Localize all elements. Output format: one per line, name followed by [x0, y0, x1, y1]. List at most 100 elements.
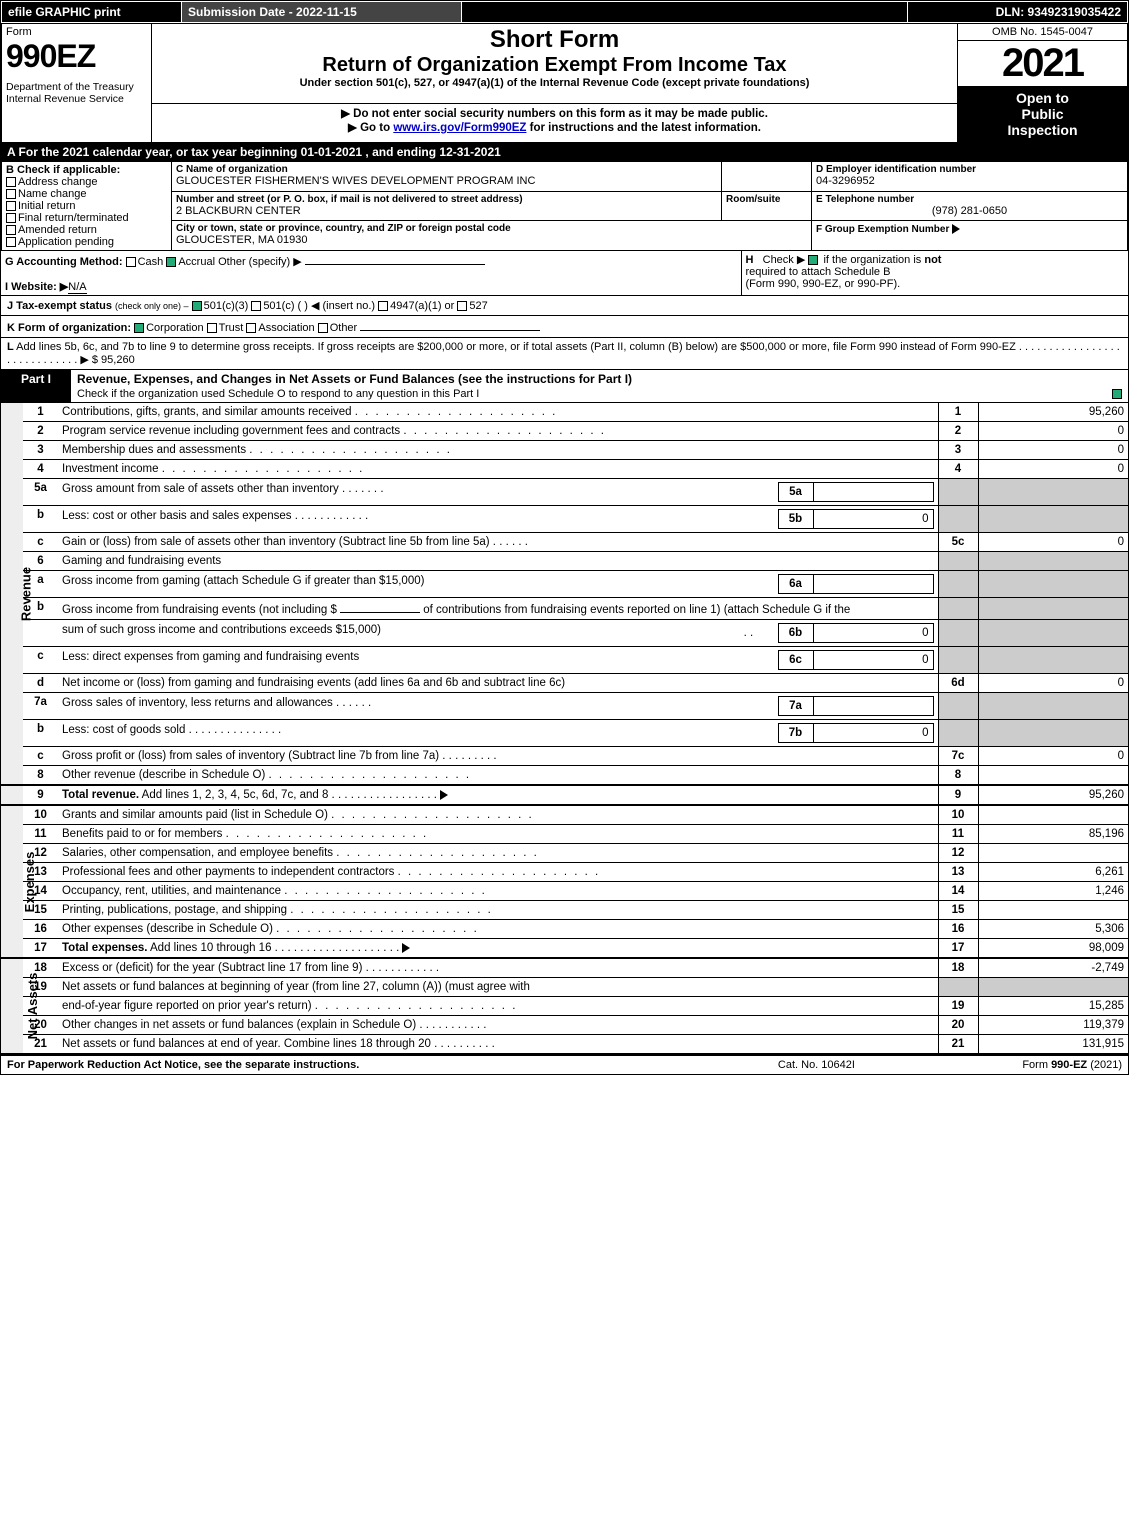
chk-accrual[interactable]: [166, 257, 176, 267]
ln-2-desc: Program service revenue including govern…: [58, 422, 938, 441]
line-j-sub: (check only one) –: [115, 301, 189, 311]
ln-19-amt-shade: [978, 978, 1128, 997]
ln-21-box: 21: [938, 1035, 978, 1054]
box-c-street: Number and street (or P. O. box, if mail…: [172, 191, 722, 221]
line-l-value: 95,260: [98, 354, 135, 366]
sidebar-expenses: Expenses: [1, 805, 23, 958]
ln-12-desc: Salaries, other compensation, and employ…: [58, 844, 938, 863]
ln-6b-desc-row1: Gross income from fundraising events (no…: [58, 598, 938, 620]
sidebar-revenue: Revenue: [1, 403, 23, 786]
line-h-not: not: [924, 254, 941, 266]
chk-address-change[interactable]: Address change: [6, 176, 167, 188]
ln-11-no: 11: [23, 825, 58, 844]
ln-1-amt: 95,260: [978, 403, 1128, 422]
ln-6c-desc: Less: direct expenses from gaming and fu…: [62, 651, 778, 670]
chk-4947[interactable]: [378, 301, 388, 311]
other-org-input[interactable]: [360, 319, 540, 331]
o-527: 527: [469, 300, 487, 312]
ln-5c-box: 5c: [938, 533, 978, 552]
dln-label: DLN: 93492319035422: [908, 2, 1128, 23]
ln-19-desc1: Net assets or fund balances at beginning…: [58, 978, 938, 997]
ln-19-desc2: end-of-year figure reported on prior yea…: [58, 997, 938, 1016]
ln-7b-iamt: 0: [813, 724, 933, 743]
inspect-l2: Public: [962, 106, 1123, 122]
ln-7c-no: c: [23, 747, 58, 766]
top-bar: efile GRAPHIC print Submission Date - 20…: [1, 1, 1128, 23]
ln-7b-box-shade: [938, 720, 978, 747]
irs-link[interactable]: www.irs.gov/Form990EZ: [393, 122, 526, 134]
ln-5a-desc: Gross amount from sale of assets other t…: [62, 483, 778, 502]
ln-6c-box-shade: [938, 647, 978, 674]
ln-6d-box: 6d: [938, 674, 978, 693]
ln-16-amt: 5,306: [978, 920, 1128, 939]
footer: For Paperwork Reduction Act Notice, see …: [1, 1054, 1128, 1074]
chk-name-change[interactable]: Name change: [6, 188, 167, 200]
ln-6a-desc: Gross income from gaming (attach Schedul…: [62, 575, 778, 594]
ln-17-desc: Total expenses. Add lines 10 through 16 …: [58, 939, 938, 959]
ln-7b-row: Less: cost of goods sold . . . . . . . .…: [58, 720, 938, 747]
arrow-icon: [402, 943, 410, 953]
bullet-goto-post: for instructions and the latest informat…: [526, 122, 761, 134]
efile-print-label[interactable]: efile GRAPHIC print: [2, 2, 182, 23]
ln-5b-desc: Less: cost or other basis and sales expe…: [62, 510, 778, 529]
line-i-label: I Website: ▶: [5, 281, 68, 293]
chk-final-return[interactable]: Final return/terminated: [6, 212, 167, 224]
chk-527[interactable]: [457, 301, 467, 311]
ln-6b-no2: [23, 620, 58, 647]
ln-3-amt: 0: [978, 441, 1128, 460]
ln-7a-amt-shade: [978, 693, 1128, 720]
chk-schedule-o-part1[interactable]: [1112, 389, 1122, 399]
ln-6c-ibox: 6c: [778, 651, 813, 670]
o-501c: 501(c) ( ) ◀ (insert no.): [263, 300, 375, 312]
ln-9-no: 9: [23, 785, 58, 805]
ln-6a-iamt: [813, 575, 933, 594]
box-c-label: C Name of organization: [176, 164, 717, 175]
chk-initial-return[interactable]: Initial return: [6, 200, 167, 212]
ln-5b-iamt: 0: [813, 510, 933, 529]
chk-corporation[interactable]: [134, 323, 144, 333]
ln-7a-desc: Gross sales of inventory, less returns a…: [62, 697, 778, 716]
line-h-label: H: [746, 254, 754, 266]
chk-application-pending[interactable]: Application pending: [6, 236, 167, 248]
chk-schedule-b[interactable]: [808, 255, 818, 265]
ln-10-no: 10: [23, 805, 58, 825]
ln-5a-no: 5a: [23, 479, 58, 506]
ln-5a-ibox: 5a: [778, 483, 813, 502]
ln-7c-amt: 0: [978, 747, 1128, 766]
ln-5a-iamt: [813, 483, 933, 502]
ln-7a-row: Gross sales of inventory, less returns a…: [58, 693, 938, 720]
chk-amended-return[interactable]: Amended return: [6, 224, 167, 236]
bullet-goto-pre: ▶ Go to: [348, 122, 393, 134]
form-word: Form: [6, 26, 147, 38]
footer-right-pre: Form: [1022, 1059, 1051, 1071]
line-h-t1: Check ▶: [763, 254, 806, 266]
chk-501c3[interactable]: [192, 301, 202, 311]
tax-year: 2021: [958, 41, 1127, 86]
chk-cash[interactable]: [126, 257, 136, 267]
part1-header: Part I Revenue, Expenses, and Changes in…: [1, 369, 1128, 402]
ln-10-amt: [978, 805, 1128, 825]
chk-trust[interactable]: [207, 323, 217, 333]
other-input[interactable]: [305, 253, 485, 265]
ein: 04-3296952: [816, 175, 1123, 187]
ln-5b-ibox: 5b: [778, 510, 813, 529]
ln-17-box: 17: [938, 939, 978, 959]
chk-association[interactable]: [246, 323, 256, 333]
ln-7c-desc: Gross profit or (loss) from sales of inv…: [58, 747, 938, 766]
ln-7b-amt-shade: [978, 720, 1128, 747]
box-b-heading: B Check if applicable:: [6, 164, 167, 176]
ln-8-amt: [978, 766, 1128, 786]
ln-7b-desc: Less: cost of goods sold . . . . . . . .…: [62, 724, 778, 743]
ln-6b-input[interactable]: [340, 601, 420, 613]
ln-6c-iamt: 0: [813, 651, 933, 670]
chk-other-org[interactable]: [318, 323, 328, 333]
ln-6b-box-shade2: [938, 620, 978, 647]
arrow-icon: [440, 790, 448, 800]
section-a-begin: 01-01-2021: [301, 145, 362, 159]
chk-501c[interactable]: [251, 301, 261, 311]
ln-7a-ibox: 7a: [778, 697, 813, 716]
ln-19-box: 19: [938, 997, 978, 1016]
o-trust: Trust: [219, 322, 244, 334]
ln-4-desc: Investment income: [58, 460, 938, 479]
ln-6d-amt: 0: [978, 674, 1128, 693]
